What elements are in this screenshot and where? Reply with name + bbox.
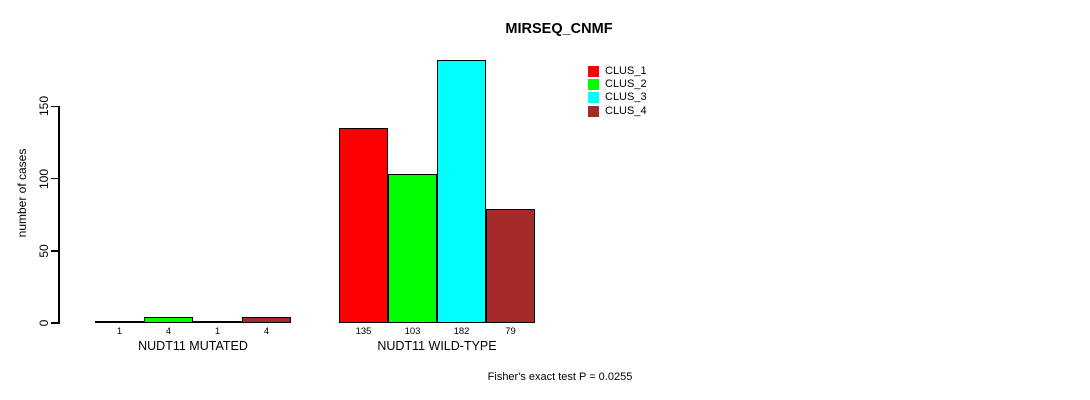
chart-title: MIRSEQ_CNMF: [505, 21, 613, 37]
bar-clus_2: [144, 317, 193, 323]
bar-clus_1: [95, 321, 144, 323]
legend-swatch-clus_2: [588, 79, 599, 91]
legend-label: CLUS_3: [605, 91, 647, 104]
bar-value-label: 79: [505, 326, 516, 337]
bar-value-label: 1: [214, 326, 221, 337]
bar-clus_2: [388, 174, 437, 323]
bar-clus_4: [242, 317, 291, 323]
y-axis-tick: [51, 105, 58, 107]
bar-value-label: 1: [116, 326, 123, 337]
legend-label: CLUS_1: [605, 65, 647, 77]
bar-clus_4: [486, 209, 535, 323]
bar-value-label: 103: [404, 326, 421, 337]
bar-clus_3: [437, 60, 486, 323]
y-axis-tick: [51, 322, 58, 324]
bar-value-label: 4: [165, 326, 172, 337]
fisher-test-annotation: Fisher's exact test P = 0.0255: [487, 371, 633, 383]
legend-label: CLUS_2: [605, 78, 647, 91]
bar-value-label: 4: [263, 326, 270, 337]
bar-clus_3: [193, 321, 242, 323]
legend-swatch-clus_1: [588, 66, 599, 77]
group-label: NUDT11 MUTATED: [138, 339, 248, 353]
legend-swatch-clus_4: [588, 105, 599, 117]
legend-label: CLUS_4: [605, 104, 647, 117]
bar-value-label: 182: [453, 326, 470, 337]
y-axis-tick: [51, 177, 58, 180]
y-axis-line: [58, 106, 60, 325]
bar-clus_1: [339, 128, 388, 323]
bar-value-label: 135: [355, 326, 372, 337]
group-label: NUDT11 WILD-TYPE: [377, 339, 497, 353]
legend-swatch-clus_3: [588, 92, 599, 104]
y-axis-tick: [51, 250, 58, 252]
